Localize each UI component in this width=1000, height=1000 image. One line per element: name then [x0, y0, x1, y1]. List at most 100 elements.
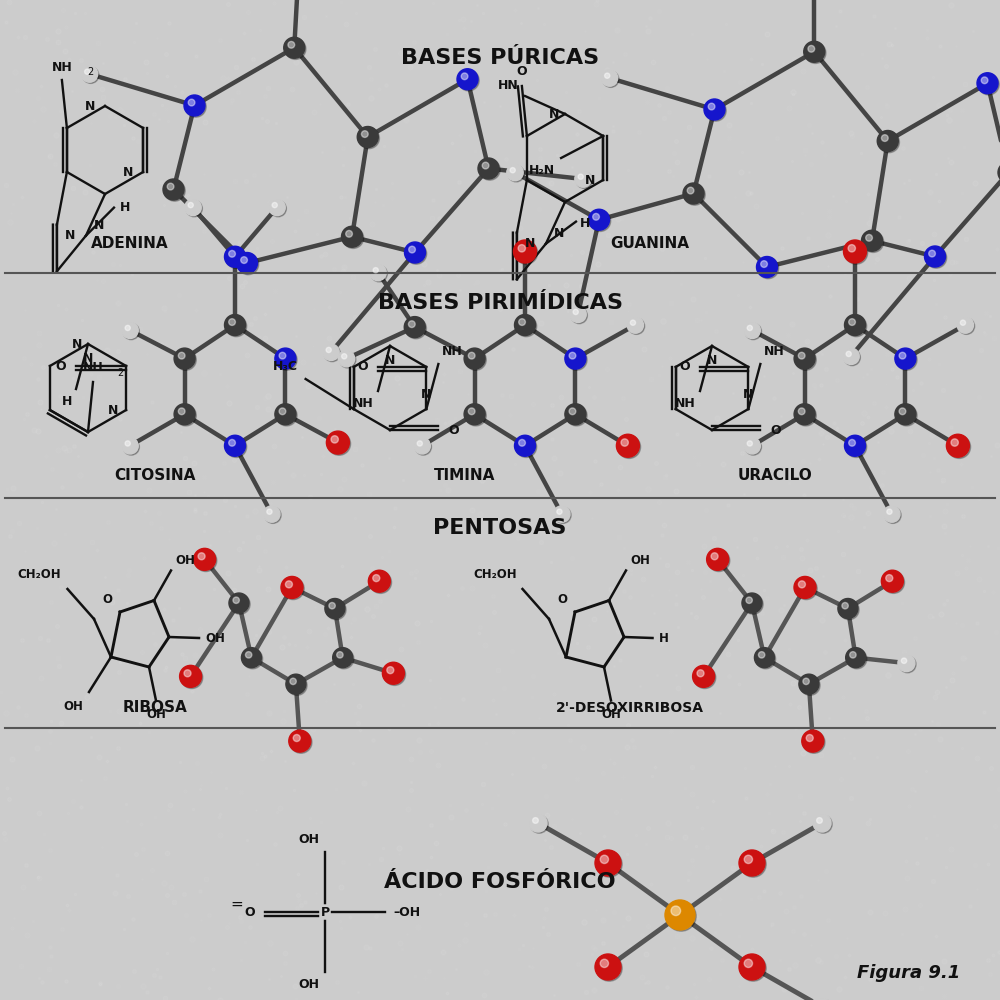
Circle shape [946, 434, 969, 457]
Text: 2: 2 [87, 67, 93, 77]
Circle shape [705, 100, 726, 121]
Circle shape [285, 38, 306, 59]
Text: O: O [557, 593, 567, 606]
Circle shape [978, 74, 999, 95]
Circle shape [960, 320, 966, 325]
Circle shape [370, 264, 386, 281]
Text: ADENINA: ADENINA [91, 236, 169, 251]
Circle shape [895, 348, 916, 369]
Text: CITOSINA: CITOSINA [114, 468, 196, 483]
Circle shape [281, 576, 303, 598]
Text: HN: HN [498, 79, 519, 92]
Circle shape [123, 439, 139, 455]
Circle shape [175, 405, 196, 426]
Circle shape [269, 199, 285, 216]
Circle shape [478, 158, 499, 179]
Text: OH: OH [601, 708, 621, 722]
Text: O: O [358, 360, 368, 373]
Circle shape [708, 550, 730, 572]
Circle shape [241, 257, 247, 263]
Circle shape [514, 240, 536, 263]
Circle shape [479, 159, 500, 180]
Circle shape [573, 309, 578, 315]
Text: NH: NH [83, 361, 103, 374]
Circle shape [742, 593, 762, 613]
Text: NH: NH [675, 397, 696, 410]
Circle shape [163, 179, 184, 200]
Circle shape [758, 652, 765, 658]
Circle shape [123, 323, 139, 340]
Circle shape [516, 316, 537, 337]
Circle shape [417, 441, 422, 446]
Circle shape [621, 439, 628, 446]
Circle shape [800, 675, 820, 695]
Circle shape [842, 602, 848, 609]
Circle shape [798, 581, 805, 588]
Circle shape [846, 316, 867, 337]
Circle shape [408, 321, 415, 328]
Circle shape [896, 405, 917, 426]
Circle shape [805, 42, 826, 63]
Circle shape [600, 855, 609, 864]
Circle shape [238, 254, 259, 275]
Circle shape [795, 349, 816, 370]
Circle shape [323, 344, 339, 360]
Circle shape [981, 77, 988, 84]
Text: N: N [525, 237, 535, 250]
Circle shape [839, 600, 859, 620]
Circle shape [899, 352, 906, 359]
Circle shape [590, 210, 611, 231]
Text: N: N [743, 388, 754, 401]
Circle shape [862, 230, 883, 251]
Circle shape [198, 553, 205, 560]
Circle shape [226, 436, 247, 457]
Circle shape [293, 734, 300, 742]
Circle shape [593, 213, 599, 220]
Circle shape [276, 349, 297, 370]
Circle shape [843, 348, 859, 364]
Text: N: N [707, 354, 717, 367]
Circle shape [275, 348, 296, 369]
Text: N: N [554, 227, 564, 240]
Circle shape [795, 578, 817, 600]
Circle shape [229, 593, 249, 613]
Text: H₃C: H₃C [273, 360, 298, 373]
Circle shape [570, 306, 586, 322]
Circle shape [342, 354, 347, 359]
Circle shape [514, 314, 536, 336]
Circle shape [901, 658, 907, 663]
Circle shape [464, 404, 485, 425]
Circle shape [409, 246, 415, 253]
Circle shape [761, 261, 767, 267]
Circle shape [554, 506, 570, 522]
Circle shape [329, 602, 335, 609]
Circle shape [229, 319, 235, 325]
Circle shape [566, 405, 587, 426]
Text: N: N [549, 107, 559, 120]
Circle shape [326, 600, 346, 620]
Circle shape [226, 247, 247, 268]
Circle shape [188, 99, 195, 106]
Circle shape [704, 99, 725, 120]
Text: GUANINA: GUANINA [610, 236, 690, 251]
Circle shape [529, 814, 547, 832]
Circle shape [595, 954, 621, 980]
Circle shape [530, 815, 548, 833]
Circle shape [845, 435, 866, 456]
Circle shape [711, 553, 718, 560]
Circle shape [565, 404, 586, 425]
Circle shape [951, 439, 958, 446]
Text: NH: NH [353, 397, 374, 410]
Text: H: H [120, 201, 130, 214]
Circle shape [794, 576, 816, 598]
Circle shape [282, 578, 304, 600]
Circle shape [224, 314, 246, 336]
Circle shape [415, 439, 431, 455]
Circle shape [578, 174, 583, 179]
Circle shape [382, 662, 404, 684]
Circle shape [814, 815, 832, 833]
Circle shape [744, 322, 760, 338]
Circle shape [881, 570, 903, 592]
Circle shape [514, 435, 536, 456]
Circle shape [229, 439, 235, 446]
